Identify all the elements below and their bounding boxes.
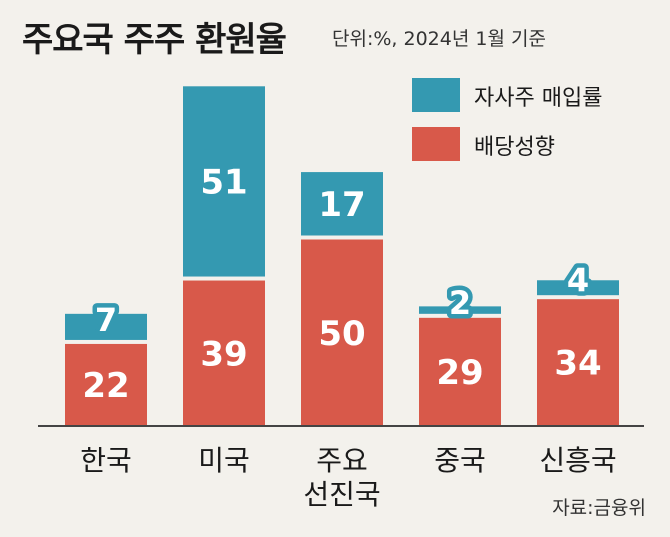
legend-label-dividend: 배당성향 [474, 135, 555, 160]
category-label: 중국 [434, 444, 486, 477]
bar-buyback [537, 280, 619, 296]
bar-dividend [65, 343, 147, 426]
value-label-dividend: 22 [82, 366, 129, 406]
bar-dividend [301, 239, 383, 426]
legend-swatch-buyback [412, 78, 460, 112]
value-label-dividend: 29 [436, 353, 483, 393]
value-label-buyback: 7 [95, 301, 117, 339]
value-label-buyback: 51 [200, 162, 247, 202]
source-note: 자료:금융위 [552, 497, 646, 519]
category-label: 선진국 [303, 478, 380, 511]
category-label: 신흥국 [539, 444, 616, 477]
bar-buyback [419, 306, 501, 314]
chart-subtitle: 단위:%, 2024년 1월 기준 [332, 28, 546, 50]
bar-dividend [419, 317, 501, 426]
bar-buyback [301, 172, 383, 236]
legend-swatch-dividend [412, 127, 460, 161]
legend-label-buyback: 자사주 매입률 [474, 86, 603, 111]
category-label: 한국 [80, 444, 132, 477]
bar-dividend [183, 280, 265, 426]
value-label-buyback: 2 [449, 284, 471, 322]
value-label-dividend: 39 [200, 334, 247, 374]
value-label-buyback: 4 [567, 262, 589, 300]
bar-buyback [65, 313, 147, 340]
category-label: 주요 [316, 444, 368, 477]
value-label-dividend: 50 [318, 314, 365, 354]
chart-title: 주요국 주주 환원율 [22, 20, 287, 60]
value-label-dividend: 34 [554, 344, 601, 384]
bar-dividend [537, 299, 619, 426]
value-label-buyback: 17 [318, 185, 365, 225]
category-label: 미국 [198, 444, 250, 477]
bar-buyback [183, 86, 265, 277]
